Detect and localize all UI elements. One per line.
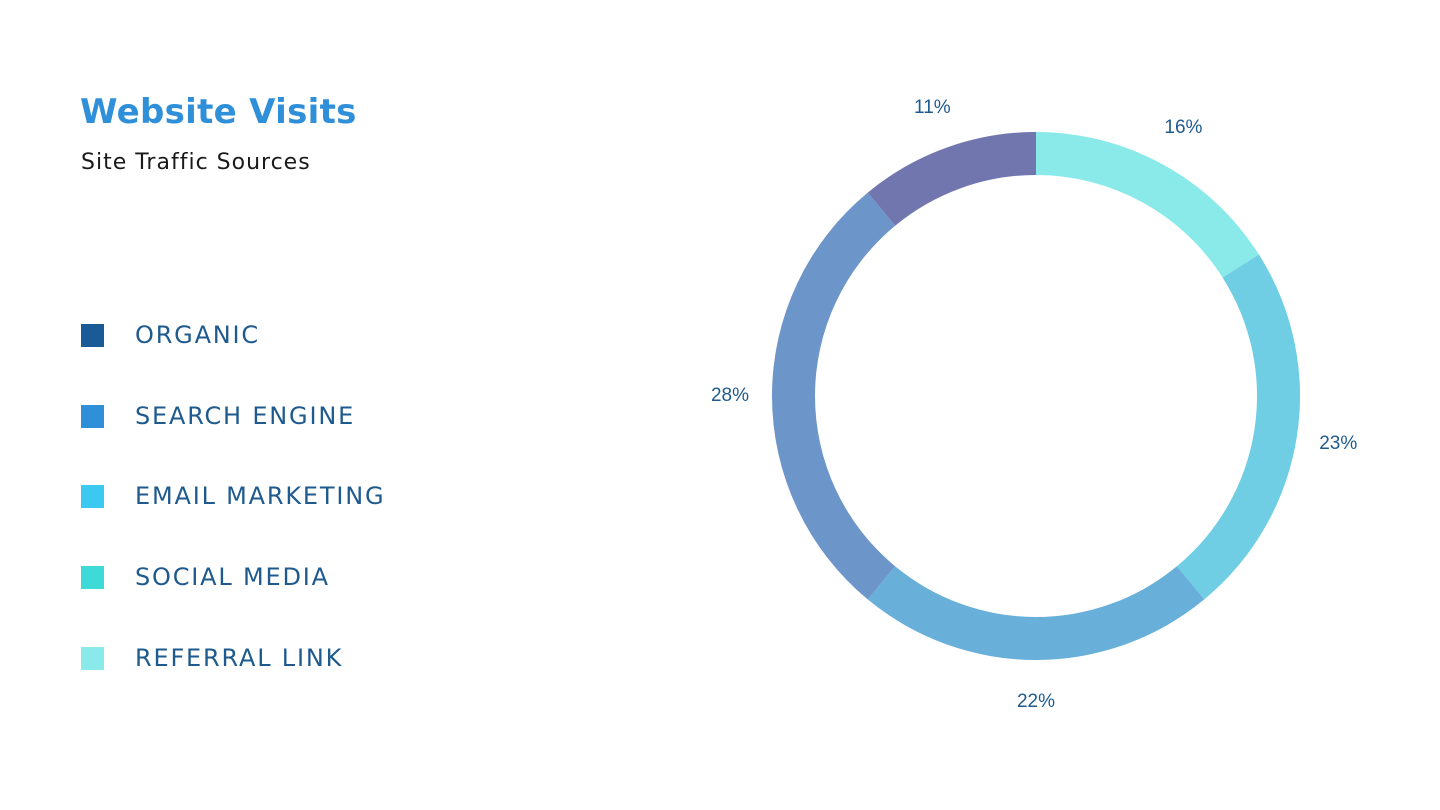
legend-label: ORGANIC	[135, 321, 260, 349]
slice-percent-label: 28%	[711, 385, 749, 406]
slice-percent-label: 11%	[914, 97, 951, 118]
donut-slice	[1176, 254, 1300, 600]
donut-slice	[772, 192, 896, 600]
donut-slice	[867, 132, 1036, 226]
legend-item-social-media: SOCIAL MEDIA	[81, 552, 330, 602]
legend-item-search-engine: SEARCH ENGINE	[81, 391, 355, 441]
chart-title: Website Visits	[80, 92, 357, 132]
legend-label: SEARCH ENGINE	[135, 402, 356, 430]
legend-swatch	[81, 565, 104, 589]
legend-item-email-marketing: EMAIL MARKETING	[81, 471, 385, 521]
chart-subtitle: Site Traffic Sources	[81, 150, 311, 175]
legend-label: EMAIL MARKETING	[135, 482, 386, 510]
legend-item-organic: ORGANIC	[81, 310, 260, 360]
donut-chart: 16% 23% 22% 28% 11%	[711, 97, 1357, 712]
legend-label: REFERRAL LINK	[135, 644, 344, 672]
slice-percent-label: 22%	[1017, 691, 1055, 712]
slice-percent-label: 23%	[1319, 433, 1357, 454]
donut-slice	[867, 566, 1205, 660]
legend-label: SOCIAL MEDIA	[135, 563, 330, 591]
donut-slice	[1036, 132, 1259, 278]
legend-swatch	[81, 404, 104, 428]
legend-swatch	[81, 484, 104, 508]
legend-swatch	[81, 323, 104, 347]
slice-percent-label: 16%	[1164, 117, 1202, 138]
legend-swatch	[81, 646, 104, 670]
legend-item-referral-link: REFERRAL LINK	[81, 633, 343, 683]
